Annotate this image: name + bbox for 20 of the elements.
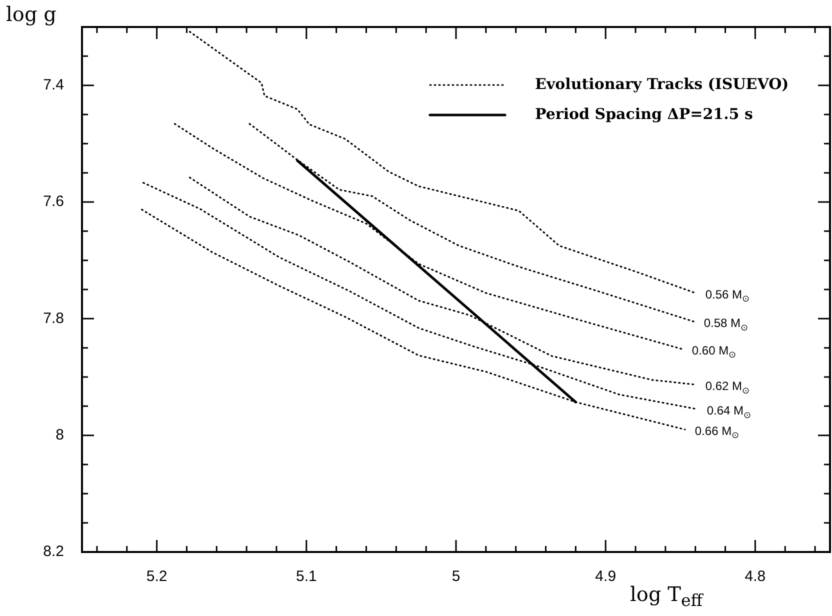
annotation: 0.58 M⊙	[704, 316, 749, 332]
annotation: 0.62 M⊙	[705, 378, 750, 396]
x-axis-title: log T$_{eff}$	[630, 582, 703, 610]
y-tick-label: 8.2	[43, 543, 64, 560]
annotation: 0.56 M⊙	[705, 287, 750, 304]
y-axis-title: log g	[6, 2, 56, 26]
x-tick-label: 4.9	[595, 568, 616, 586]
x-tick-label: 4.8	[744, 568, 766, 586]
annotation: 0.66 M⊙	[694, 424, 740, 440]
x-tick-label: 5	[452, 568, 460, 586]
y-tick-label: 7.8	[43, 310, 64, 327]
x-tick-label: 5.1	[296, 568, 317, 586]
legend-label: Evolutionary Tracks (ISUEVO)	[535, 74, 789, 93]
y-tick-label: 8	[56, 426, 64, 444]
annotation: 0.64 M⊙	[706, 403, 752, 420]
x-tick-label: 5.2	[146, 568, 168, 586]
legend-label: Period Spacing ΔP=21.5 s	[535, 104, 753, 123]
y-tick-label: 7.6	[43, 193, 64, 210]
annotation: 0.60 M⊙	[692, 343, 737, 360]
y-tick-label: 7.4	[43, 76, 64, 94]
